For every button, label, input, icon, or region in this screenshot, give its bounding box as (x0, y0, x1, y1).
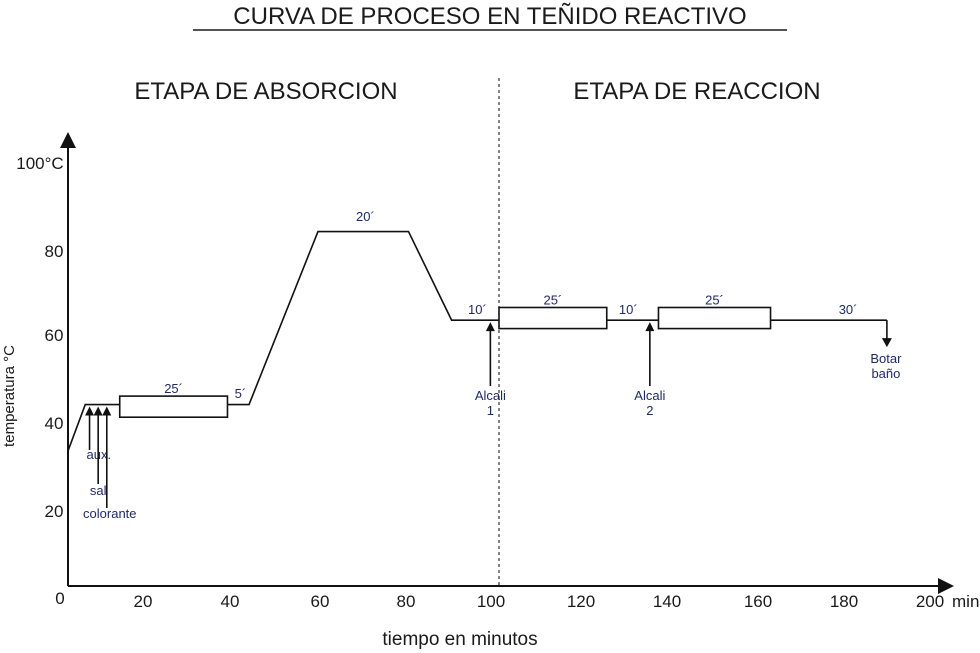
x-tick-40: 40 (221, 592, 240, 611)
chart-marks: 25´25´25´5´20´10´10´30´aux.salcoloranteA… (67, 209, 902, 521)
y-tick-100: 100°C (16, 154, 63, 173)
y-tick-40: 40 (45, 414, 64, 433)
hold-duration-label-1: 25´ (543, 292, 562, 307)
event-label-5: Botar baño (870, 351, 902, 381)
temperature-curve-0 (67, 230, 887, 452)
x-tick-140: 140 (653, 592, 681, 611)
hold-box-2 (657, 306, 772, 330)
event-arrow-4-head (645, 322, 655, 332)
hold-duration-label-2: 25´ (705, 292, 724, 307)
duration-label-3: 10´ (619, 302, 638, 317)
event-arrow-0-head (85, 406, 95, 416)
x-tick-60: 60 (311, 592, 330, 611)
event-label-2: colorante (83, 506, 136, 521)
duration-label-2: 10´ (468, 302, 487, 317)
hold-box-1 (498, 306, 608, 330)
y-axis-label: temperatura °C (1, 345, 18, 447)
duration-label-1: 20´ (356, 209, 375, 224)
y-tick-20: 20 (45, 502, 64, 521)
event-label-4: Alcali 2 (634, 388, 665, 418)
hold-box-0 (118, 395, 229, 419)
event-arrow-2-head (102, 406, 112, 416)
event-label-3: Alcali 1 (475, 388, 506, 418)
event-arrow-5-head (881, 338, 892, 348)
x-tick-100: 100 (477, 592, 505, 611)
chart-title: CURVA DE PROCESO EN TEÑIDO REACTIVO (233, 3, 746, 30)
x-tick-160: 160 (744, 592, 772, 611)
event-arrow-3-head (485, 322, 495, 332)
x-tick-200: 200 (916, 592, 944, 611)
x-tick-120: 120 (567, 592, 595, 611)
x-tick-80: 80 (397, 592, 416, 611)
duration-label-4: 30´ (839, 302, 858, 317)
y-tick-80: 80 (45, 242, 64, 261)
stage-label-reaction: ETAPA DE REACCION (573, 78, 820, 105)
x-unit-label: min (952, 592, 979, 611)
event-label-1: sal (90, 483, 107, 498)
x-axis-label: tiempo en minutos (382, 629, 537, 650)
axes (60, 132, 954, 594)
hold-duration-label-0: 25´ (164, 381, 183, 396)
x-tick-180: 180 (830, 592, 858, 611)
x-tick-0: 0 (55, 589, 64, 608)
stage-label-absorption: ETAPA DE ABSORCION (134, 78, 397, 105)
duration-label-0: 5´ (235, 386, 247, 401)
event-arrow-1-head (93, 406, 103, 416)
x-tick-20: 20 (134, 592, 153, 611)
y-tick-60: 60 (45, 326, 64, 345)
